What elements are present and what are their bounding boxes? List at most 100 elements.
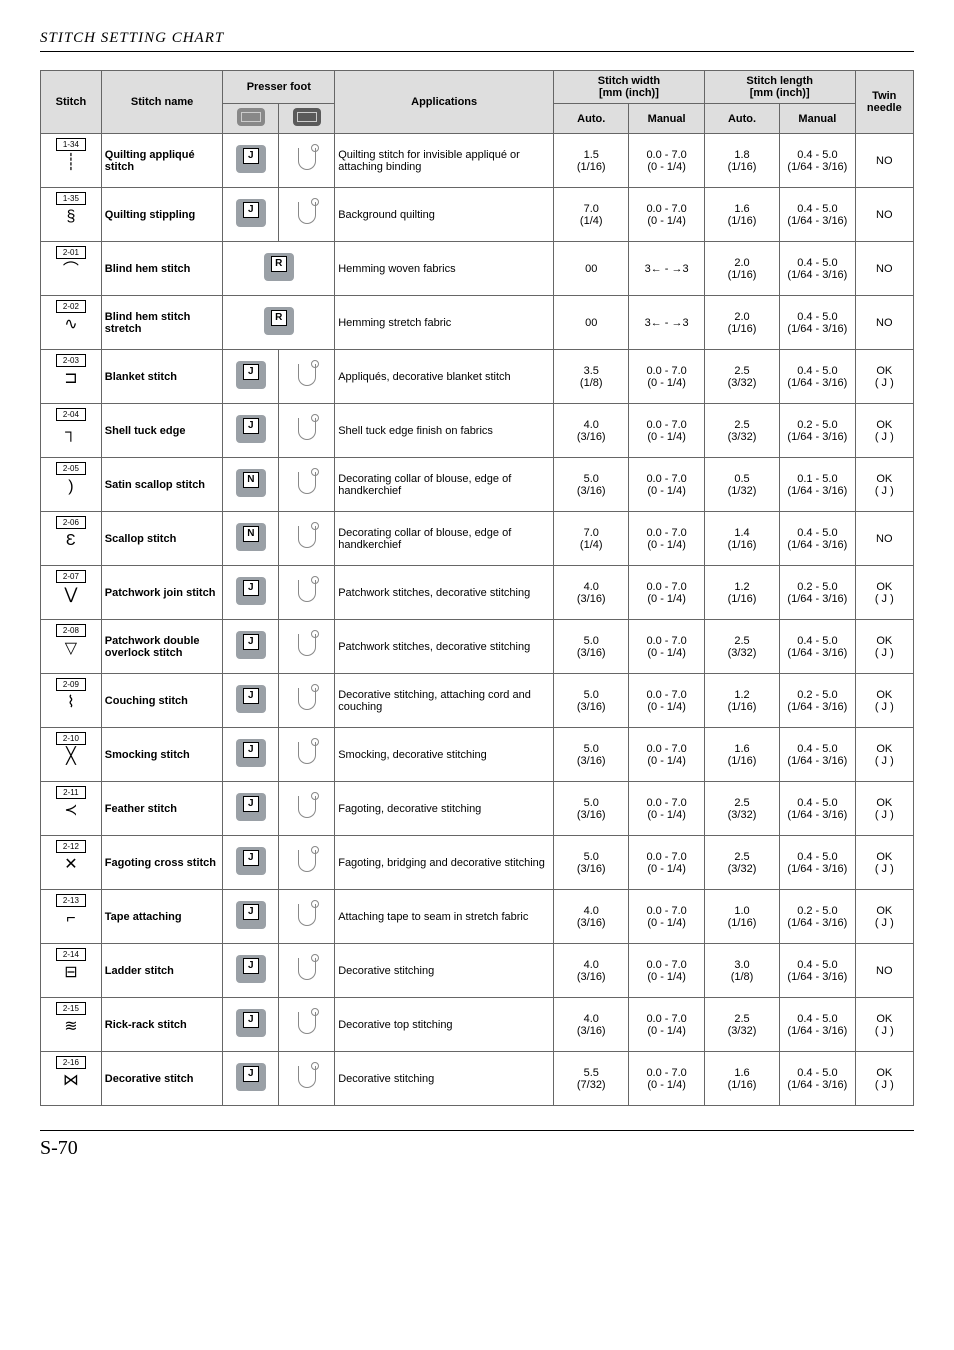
stitch-name-cell: Feather stitch	[101, 782, 223, 836]
stitch-name-cell: Patchwork join stitch	[101, 566, 223, 620]
presser-foot-cell	[223, 242, 335, 296]
hdr-width-auto: Auto.	[554, 104, 629, 134]
table-row: 2-16⋈Decorative stitchDecorative stitchi…	[41, 1052, 914, 1106]
length-auto-cell: 1.6 (1/16)	[704, 1052, 779, 1106]
open-toe-foot-icon	[294, 848, 320, 874]
twin-needle-cell: OK ( J )	[855, 998, 913, 1052]
length-auto-cell: 2.0 (1/16)	[704, 296, 779, 350]
width-auto-cell: 4.0 (3/16)	[554, 566, 629, 620]
stitch-symbol-icon: ⋈	[44, 1073, 98, 1101]
table-row: 2-02∿Blind hem stitch stretchHemming str…	[41, 296, 914, 350]
presser-foot-icon	[264, 253, 294, 281]
twin-needle-cell: NO	[855, 512, 913, 566]
presser-foot-icon	[236, 145, 266, 173]
twin-needle-cell: OK ( J )	[855, 458, 913, 512]
presser-foot-cell	[279, 188, 335, 242]
twin-needle-cell: OK ( J )	[855, 674, 913, 728]
applications-cell: Shell tuck edge finish on fabrics	[335, 404, 554, 458]
stitch-name-cell: Smocking stitch	[101, 728, 223, 782]
table-row: 2-08▽Patchwork double overlock stitchPat…	[41, 620, 914, 674]
length-auto-cell: 2.0 (1/16)	[704, 242, 779, 296]
stitch-name-cell: Rick-rack stitch	[101, 998, 223, 1052]
width-auto-cell: 5.0 (3/16)	[554, 782, 629, 836]
stitch-code: 2-04	[56, 408, 86, 421]
twin-needle-cell: OK ( J )	[855, 566, 913, 620]
length-auto-cell: 0.5 (1/32)	[704, 458, 779, 512]
presser-foot-cell	[279, 404, 335, 458]
presser-foot-cell	[223, 350, 279, 404]
width-auto-cell: 4.0 (3/16)	[554, 404, 629, 458]
hdr-length-manual: Manual	[780, 104, 855, 134]
stitch-symbol-icon: ⌐	[44, 911, 98, 939]
presser-foot-cell	[223, 836, 279, 890]
stitch-code: 2-09	[56, 678, 86, 691]
length-manual-cell: 0.2 - 5.0 (1/64 - 3/16)	[780, 566, 855, 620]
length-auto-cell: 2.5 (3/32)	[704, 350, 779, 404]
length-auto-cell: 1.6 (1/16)	[704, 728, 779, 782]
length-manual-cell: 0.2 - 5.0 (1/64 - 3/16)	[780, 890, 855, 944]
width-auto-cell: 3.5 (1/8)	[554, 350, 629, 404]
hdr-stitch-length: Stitch length [mm (inch)]	[704, 71, 855, 104]
stitch-symbol-icon: ╳	[44, 749, 98, 777]
length-manual-cell: 0.2 - 5.0 (1/64 - 3/16)	[780, 674, 855, 728]
length-manual-cell: 0.4 - 5.0 (1/64 - 3/16)	[780, 782, 855, 836]
hdr-applications: Applications	[335, 71, 554, 134]
presser-foot-cell	[223, 944, 279, 998]
table-body: 1-34┊Quilting appliqué stitchQuilting st…	[41, 134, 914, 1106]
applications-cell: Decorative stitching, attaching cord and…	[335, 674, 554, 728]
stitch-symbol-icon: ┐	[44, 425, 98, 453]
stitch-code: 2-10	[56, 732, 86, 745]
applications-cell: Fagoting, decorative stitching	[335, 782, 554, 836]
stitch-code: 2-08	[56, 624, 86, 637]
applications-cell: Quilting stitch for invisible appliqué o…	[335, 134, 554, 188]
presser-foot-icon	[236, 469, 266, 497]
twin-needle-cell: OK ( J )	[855, 890, 913, 944]
stitch-code: 2-01	[56, 246, 86, 259]
open-toe-foot-icon	[294, 1010, 320, 1036]
stitch-code: 2-02	[56, 300, 86, 313]
presser-foot-cell	[279, 566, 335, 620]
presser-foot-cell	[223, 296, 335, 350]
presser-foot-icon	[236, 685, 266, 713]
twin-needle-cell: NO	[855, 134, 913, 188]
stitch-chart-table: Stitch Stitch name Presser foot Applicat…	[40, 70, 914, 1106]
length-manual-cell: 0.4 - 5.0 (1/64 - 3/16)	[780, 728, 855, 782]
presser-foot-cell	[279, 350, 335, 404]
stitch-name-cell: Shell tuck edge	[101, 404, 223, 458]
applications-cell: Patchwork stitches, decorative stitching	[335, 566, 554, 620]
open-toe-foot-icon	[294, 686, 320, 712]
presser-foot-cell	[223, 674, 279, 728]
width-auto-cell: 7.0 (1/4)	[554, 188, 629, 242]
applications-cell: Attaching tape to seam in stretch fabric	[335, 890, 554, 944]
presser-foot-cell	[223, 404, 279, 458]
presser-foot-cell	[223, 188, 279, 242]
presser-foot-cell	[223, 782, 279, 836]
stitch-name-cell: Fagoting cross stitch	[101, 836, 223, 890]
applications-cell: Appliqués, decorative blanket stitch	[335, 350, 554, 404]
stitch-code-cell: 2-01⌒	[41, 242, 102, 296]
hdr-width-manual: Manual	[629, 104, 704, 134]
twin-needle-cell: OK ( J )	[855, 620, 913, 674]
presser-foot-icon	[236, 793, 266, 821]
stitch-name-cell: Scallop stitch	[101, 512, 223, 566]
stitch-code: 1-35	[56, 192, 86, 205]
table-row: 1-35§Quilting stipplingBackground quilti…	[41, 188, 914, 242]
table-row: 2-10╳Smocking stitchSmocking, decorative…	[41, 728, 914, 782]
stitch-code-cell: 2-13⌐	[41, 890, 102, 944]
hdr-foot-icon-2	[279, 104, 335, 134]
stitch-symbol-icon: ⋁	[44, 587, 98, 615]
length-manual-cell: 0.4 - 5.0 (1/64 - 3/16)	[780, 998, 855, 1052]
stitch-code: 2-12	[56, 840, 86, 853]
open-toe-foot-icon	[294, 416, 320, 442]
stitch-symbol-icon: ≺	[44, 803, 98, 831]
width-manual-cell: 3← - →3	[629, 296, 704, 350]
presser-foot-icon	[236, 199, 266, 227]
stitch-symbol-icon: ⊟	[44, 965, 98, 993]
stitch-code-cell: 2-07⋁	[41, 566, 102, 620]
length-auto-cell: 2.5 (3/32)	[704, 998, 779, 1052]
stitch-code-cell: 2-15≋	[41, 998, 102, 1052]
presser-foot-icon	[236, 1063, 266, 1091]
length-manual-cell: 0.4 - 5.0 (1/64 - 3/16)	[780, 134, 855, 188]
hdr-length-auto: Auto.	[704, 104, 779, 134]
applications-cell: Decorating collar of blouse, edge of han…	[335, 512, 554, 566]
